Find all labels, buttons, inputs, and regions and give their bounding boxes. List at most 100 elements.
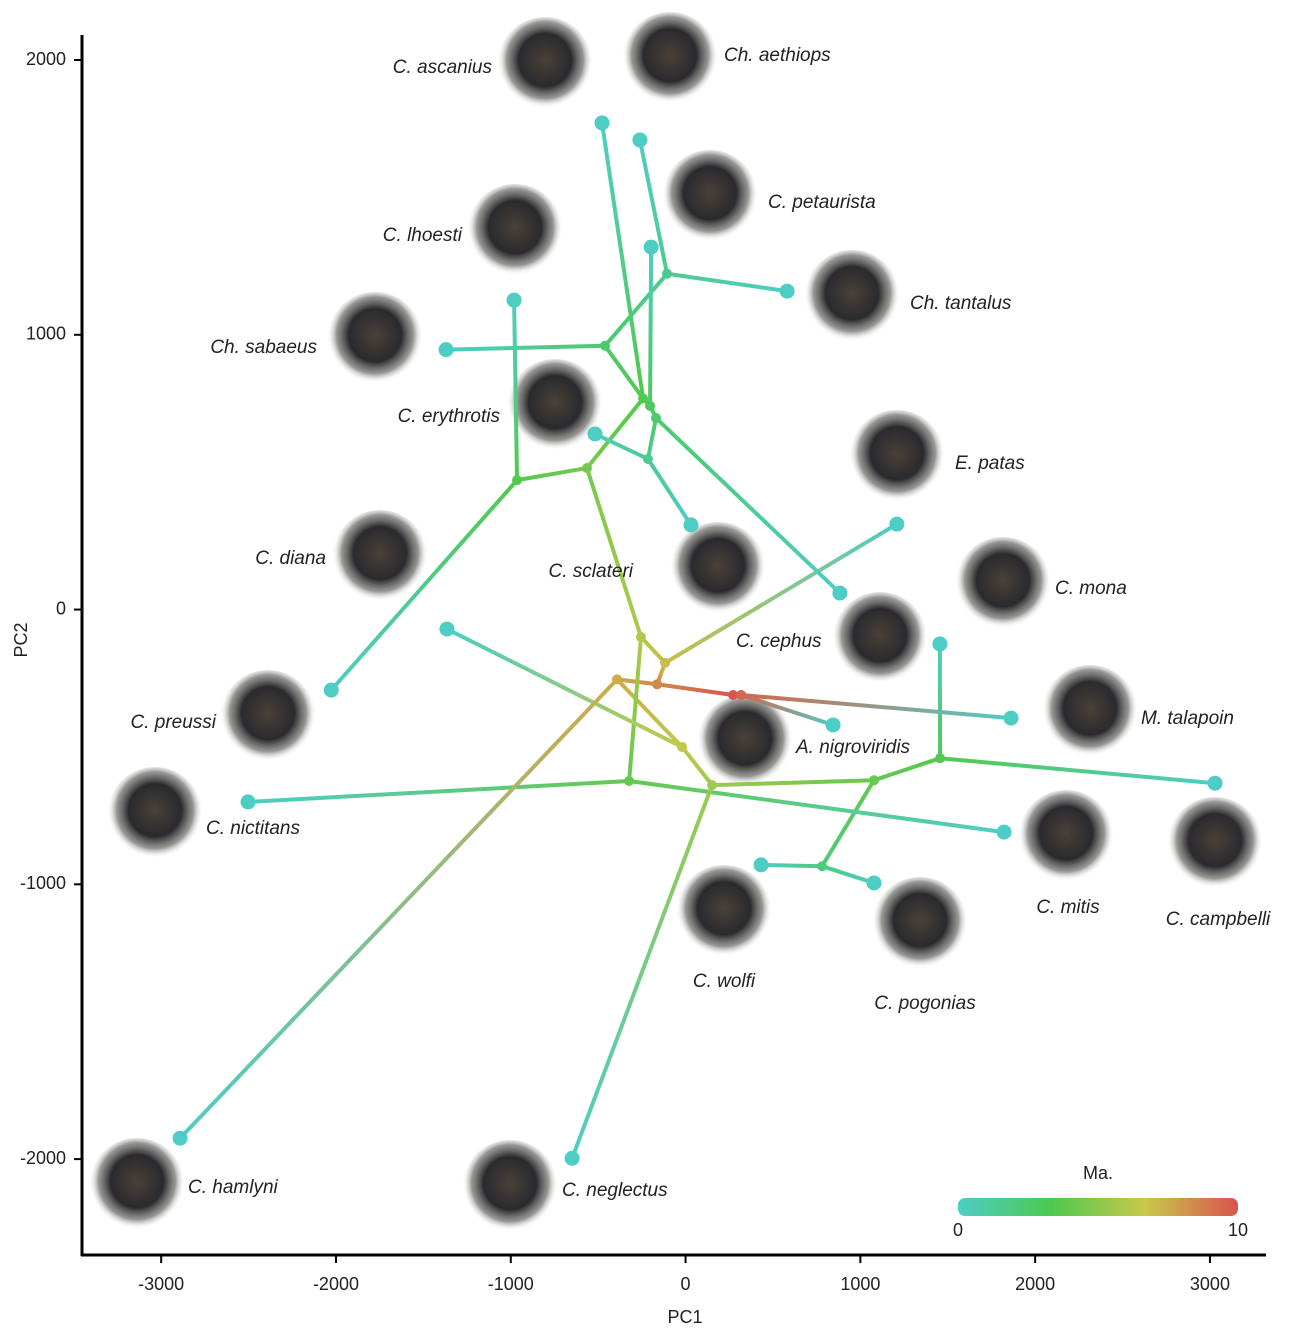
tip-label: C. diana (255, 548, 326, 569)
portrait (622, 12, 718, 108)
tip-label: C. sclateri (549, 561, 634, 582)
tip-label: C. mitis (1036, 897, 1100, 918)
portrait (955, 537, 1051, 633)
portrait (220, 670, 316, 766)
portrait (676, 865, 772, 961)
node-point (817, 861, 827, 871)
x-tick-label: 1000 (840, 1274, 880, 1294)
node-point (652, 679, 662, 689)
tip-label: C. neglectus (562, 1180, 668, 1201)
y-tick-label: -2000 (20, 1148, 66, 1168)
portrait (327, 292, 423, 388)
branch (514, 300, 517, 480)
tip-point (1208, 776, 1223, 791)
portrait (849, 410, 945, 506)
x-tick-label: -3000 (138, 1274, 184, 1294)
colorbar-tick-label: 0 (953, 1220, 963, 1240)
branch (940, 758, 1215, 783)
portrait (332, 510, 428, 606)
tip-label: Ch. aethiops (724, 45, 831, 66)
node-point (707, 780, 717, 790)
tip-label: C. hamlyni (188, 1177, 279, 1198)
tip-label: C. nictitans (206, 818, 300, 839)
portrait (1042, 665, 1138, 761)
branch (657, 684, 733, 695)
branch (447, 629, 682, 747)
node-point (736, 690, 746, 700)
branch (446, 346, 605, 350)
tip-point (595, 115, 610, 130)
node-point (624, 776, 634, 786)
branch (572, 785, 712, 1158)
branch (761, 865, 822, 866)
tip-point (439, 622, 454, 637)
tip-point (644, 240, 659, 255)
tip-point (832, 586, 847, 601)
portrait (697, 695, 793, 791)
y-tick-label: -1000 (20, 873, 66, 893)
branch (517, 468, 587, 480)
node-point (582, 463, 592, 473)
node-point (636, 632, 646, 642)
node-point (869, 775, 879, 785)
branches (180, 123, 1215, 1158)
node-point (935, 753, 945, 763)
colorbar-title: Ma. (1083, 1163, 1113, 1183)
portrait (1167, 797, 1263, 893)
tip-point (1004, 711, 1019, 726)
portrait (507, 359, 603, 455)
node-point (645, 401, 655, 411)
colorbar-tick-label: 10 (1228, 1220, 1248, 1240)
tip-label: Ch. sabaeus (210, 337, 317, 358)
portrait (804, 250, 900, 346)
x-tick-label: -2000 (313, 1274, 359, 1294)
tip-point (826, 717, 841, 732)
tip-point (588, 426, 603, 441)
branch (629, 781, 1004, 832)
tip-point (324, 683, 339, 698)
tip-label: E. patas (955, 453, 1025, 474)
portrait (89, 1138, 185, 1234)
tip-label: C. cephus (736, 631, 822, 652)
tip-label: C. ascanius (393, 57, 493, 78)
portrait (832, 592, 928, 688)
x-axis-title: PC1 (667, 1307, 702, 1327)
tip-point (632, 132, 647, 147)
branch (822, 780, 874, 866)
tip-label: C. wolfi (693, 971, 756, 992)
branch (629, 637, 641, 781)
portrait (872, 877, 968, 973)
branch (617, 679, 682, 747)
tip-point (932, 636, 947, 651)
portrait (462, 1140, 558, 1236)
tip-point (997, 825, 1012, 840)
y-tick-label: 1000 (26, 324, 66, 344)
tip-label: C. erythrotis (398, 406, 501, 427)
branch (248, 781, 629, 802)
branch (605, 274, 667, 346)
tip-label: C. campbelli (1166, 909, 1271, 930)
tip-label: C. pogonias (874, 993, 976, 1014)
node-point (651, 413, 661, 423)
node-point (677, 742, 687, 752)
portrait (497, 17, 593, 113)
portrait (107, 767, 203, 863)
node-point (512, 475, 522, 485)
x-tick-label: 0 (681, 1274, 691, 1294)
branch (602, 123, 643, 399)
tip-point (780, 284, 795, 299)
branch (874, 758, 940, 780)
portraits (89, 12, 1263, 1236)
branch (650, 247, 651, 406)
tip-point (173, 1131, 188, 1146)
colorbar (958, 1198, 1238, 1216)
tip-label: A. nigroviridis (795, 737, 911, 758)
tip-point (866, 875, 881, 890)
branch (667, 274, 787, 291)
x-tick-label: 3000 (1190, 1274, 1230, 1294)
y-tick-label: 2000 (26, 49, 66, 69)
tip-label: C. mona (1055, 578, 1127, 599)
y-tick-label: 0 (56, 598, 66, 618)
node-point (660, 658, 670, 668)
portrait (662, 150, 758, 246)
